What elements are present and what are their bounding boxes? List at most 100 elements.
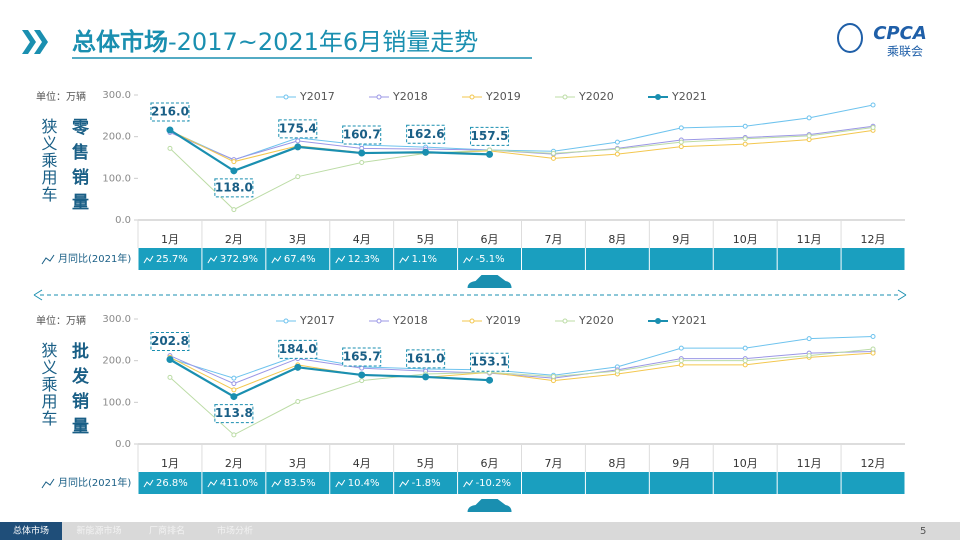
legend-label: Y2020: [578, 314, 614, 327]
data-point: [614, 151, 620, 157]
title-chevrons: [22, 30, 48, 54]
x-tick-label: 2月: [225, 457, 243, 470]
mom-value: 1.1%: [412, 254, 437, 265]
data-point: [614, 139, 620, 145]
mom-cell: [841, 248, 905, 270]
footer-tab-active: [0, 522, 62, 540]
x-tick-label: 7月: [544, 233, 562, 246]
data-point: [231, 387, 237, 393]
legend-label: Y2020: [578, 90, 614, 103]
x-tick-label: 8月: [608, 233, 626, 246]
mom-cell: [585, 472, 649, 494]
value-label-box: [278, 119, 318, 139]
value-label-box: [342, 347, 382, 367]
legend-marker: [469, 94, 475, 100]
value-label-box: [150, 332, 190, 351]
mom-cell: [777, 472, 841, 494]
footer-tab: 新能源市场: [76, 525, 121, 537]
data-point: [167, 374, 173, 380]
data-point: [358, 371, 366, 379]
mom-label: 月同比(2021年): [58, 252, 131, 265]
x-tick-label: 1月: [161, 233, 179, 246]
x-tick-label: 3月: [289, 233, 307, 246]
page-number: 5: [920, 526, 926, 537]
y-tick-label: 0.0: [115, 215, 131, 226]
data-point: [742, 362, 748, 368]
x-tick-label: 4月: [353, 233, 371, 246]
series-line: [169, 127, 874, 211]
y-tick-label: 200.0: [102, 356, 131, 367]
x-tick-label: 12月: [861, 233, 886, 246]
series-line: [169, 351, 874, 385]
value-label: 165.7: [343, 349, 381, 363]
data-point: [806, 115, 812, 121]
mom-cell-icon: [271, 479, 282, 488]
value-label-box: [406, 124, 446, 144]
unit-label: 单位：万辆: [36, 314, 86, 327]
title-rest: -2017~2021年6月销量走势: [168, 28, 478, 56]
car-icon: [467, 275, 512, 288]
mom-cell: [649, 472, 713, 494]
x-tick-label: 9月: [672, 457, 690, 470]
mom-cell: [713, 472, 777, 494]
legend-label: Y2018: [392, 314, 428, 327]
value-label-box: [278, 339, 318, 359]
car-icon: [467, 499, 512, 512]
data-point: [295, 399, 301, 404]
value-label-box: [470, 352, 510, 372]
value-label: 113.8: [215, 406, 253, 420]
mom-cell: [841, 472, 905, 494]
legend-marker: [562, 94, 568, 100]
mom-value: 10.4%: [348, 478, 380, 489]
data-point: [742, 358, 748, 364]
x-tick-label: 6月: [481, 233, 499, 246]
mom-cell: [649, 248, 713, 270]
data-point: [422, 148, 430, 156]
mom-value: 372.9%: [220, 254, 258, 265]
logo-icon: [837, 23, 863, 53]
data-point: [870, 102, 876, 108]
mom-cell-icon: [399, 255, 410, 264]
value-label: 157.5: [471, 129, 509, 143]
value-label: 216.0: [151, 105, 189, 119]
data-point: [358, 149, 366, 157]
value-label: 175.4: [279, 121, 317, 135]
logo-sub: 乘联会: [887, 45, 923, 59]
series-line: [169, 336, 874, 379]
mom-cell: [458, 472, 521, 494]
unit-label: 单位：万辆: [36, 90, 86, 103]
y-tick-label: 0.0: [115, 439, 131, 450]
value-label-box: [214, 404, 254, 424]
chart-title: 零售销量: [68, 118, 90, 218]
data-point: [550, 374, 556, 379]
data-point: [678, 139, 684, 145]
footer-bar: [0, 522, 960, 540]
x-tick-label: 9月: [672, 233, 690, 246]
mom-cell: [330, 248, 394, 270]
legend-marker: [376, 318, 382, 324]
series-line: [169, 348, 874, 436]
x-tick-label: 5月: [417, 233, 435, 246]
legend-label: Y2017: [299, 314, 335, 327]
title-main: 总体市场: [72, 28, 168, 56]
legend-label: Y2018: [392, 90, 428, 103]
x-tick-label: 10月: [733, 457, 758, 470]
slide-title: 总体市场-2017~2021年6月销量走势: [72, 28, 478, 56]
mom-cell-icon: [207, 255, 218, 264]
data-point: [295, 174, 301, 180]
data-point: [231, 159, 237, 165]
mom-cell-icon: [335, 255, 346, 264]
data-point: [231, 381, 237, 387]
legend-label: Y2017: [299, 90, 335, 103]
legend-marker: [469, 318, 475, 324]
mom-value: 12.3%: [348, 254, 380, 265]
mom-cell-icon: [143, 479, 154, 488]
legend-marker: [283, 94, 289, 100]
data-point: [678, 125, 684, 131]
data-point: [359, 160, 365, 165]
data-point: [422, 373, 430, 381]
x-tick-label: 7月: [544, 457, 562, 470]
mom-cell-icon: [335, 479, 346, 488]
series-line: [169, 358, 490, 398]
x-tick-label: 12月: [861, 457, 886, 470]
